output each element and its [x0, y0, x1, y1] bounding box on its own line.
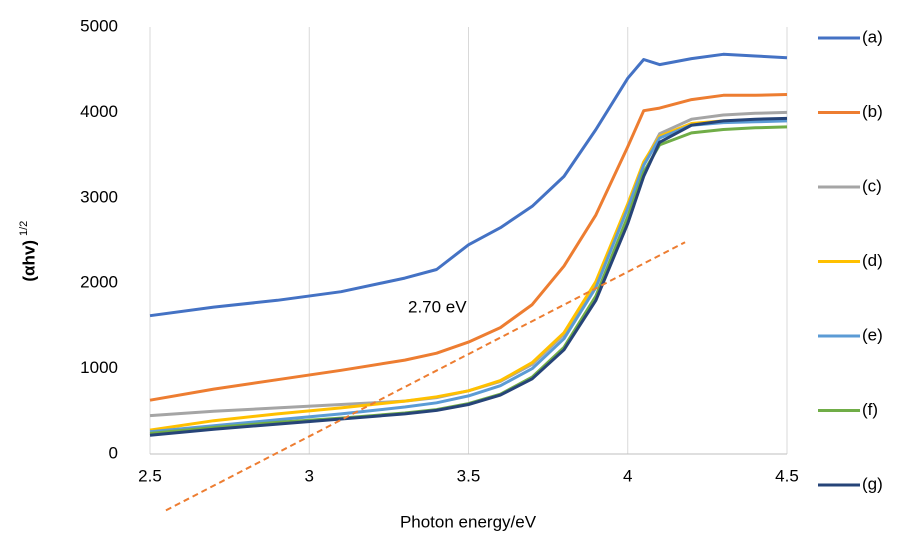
x-tick-label: 3.5 [457, 466, 481, 485]
x-tick-label: 2.5 [138, 466, 162, 485]
legend-label: (f) [862, 400, 878, 419]
y-axis-label-group: (αhv) 1/2 [18, 221, 39, 282]
x-tick-label: 4.5 [775, 466, 799, 485]
y-axis-label-superscript: 1/2 [18, 221, 30, 236]
x-tick-label: 4 [623, 466, 632, 485]
y-tick-label: 3000 [80, 187, 118, 206]
y-tick-label: 0 [109, 443, 118, 462]
chart: Photon energy/eV (αhv) 1/2 2.5 3 3.5 4 4.5 0 1… [0, 0, 914, 540]
legend-label: (c) [862, 176, 882, 195]
y-axis-label: (αhv) [19, 240, 38, 282]
legend-label: (b) [862, 102, 883, 121]
y-tick-label: 2000 [80, 273, 118, 292]
legend-label: (d) [862, 251, 883, 270]
x-axis-label: Photon energy/eV [400, 512, 537, 531]
legend-label: (e) [862, 325, 883, 344]
y-tick-label: 5000 [80, 16, 118, 35]
annotation: 2.70 eV [408, 297, 467, 316]
legend-label: (g) [862, 474, 883, 493]
legend-label: (a) [862, 27, 883, 46]
y-tick-label: 1000 [80, 358, 118, 377]
x-tick-label: 3 [305, 466, 314, 485]
y-tick-label: 4000 [80, 102, 118, 121]
tangent-line [166, 242, 685, 510]
